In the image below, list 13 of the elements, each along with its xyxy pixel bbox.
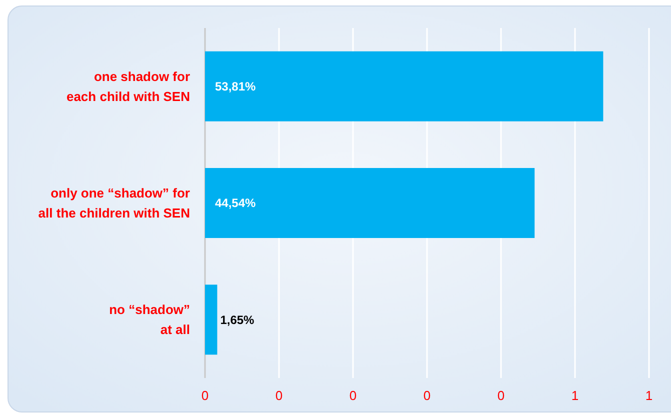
y-tick-label: one shadow for each child with SEN	[66, 68, 190, 104]
x-tick-label: 0	[275, 388, 283, 403]
x-tick-label: 0	[423, 388, 431, 403]
data-label: 44,54%	[215, 196, 256, 210]
x-tick-label: 1	[645, 388, 653, 403]
x-tick-label: 0	[201, 388, 209, 403]
y-tick-label: no “shadow” at all	[109, 302, 190, 338]
y-tick-label: only one “shadow” for all the children with SEN	[38, 186, 190, 221]
data-label: 1,65%	[220, 312, 255, 327]
x-tick-label: 0	[497, 388, 505, 403]
x-tick-label: 1	[571, 388, 579, 403]
x-tick-label: 0	[349, 388, 357, 403]
data-label: 53,81%	[215, 80, 256, 94]
